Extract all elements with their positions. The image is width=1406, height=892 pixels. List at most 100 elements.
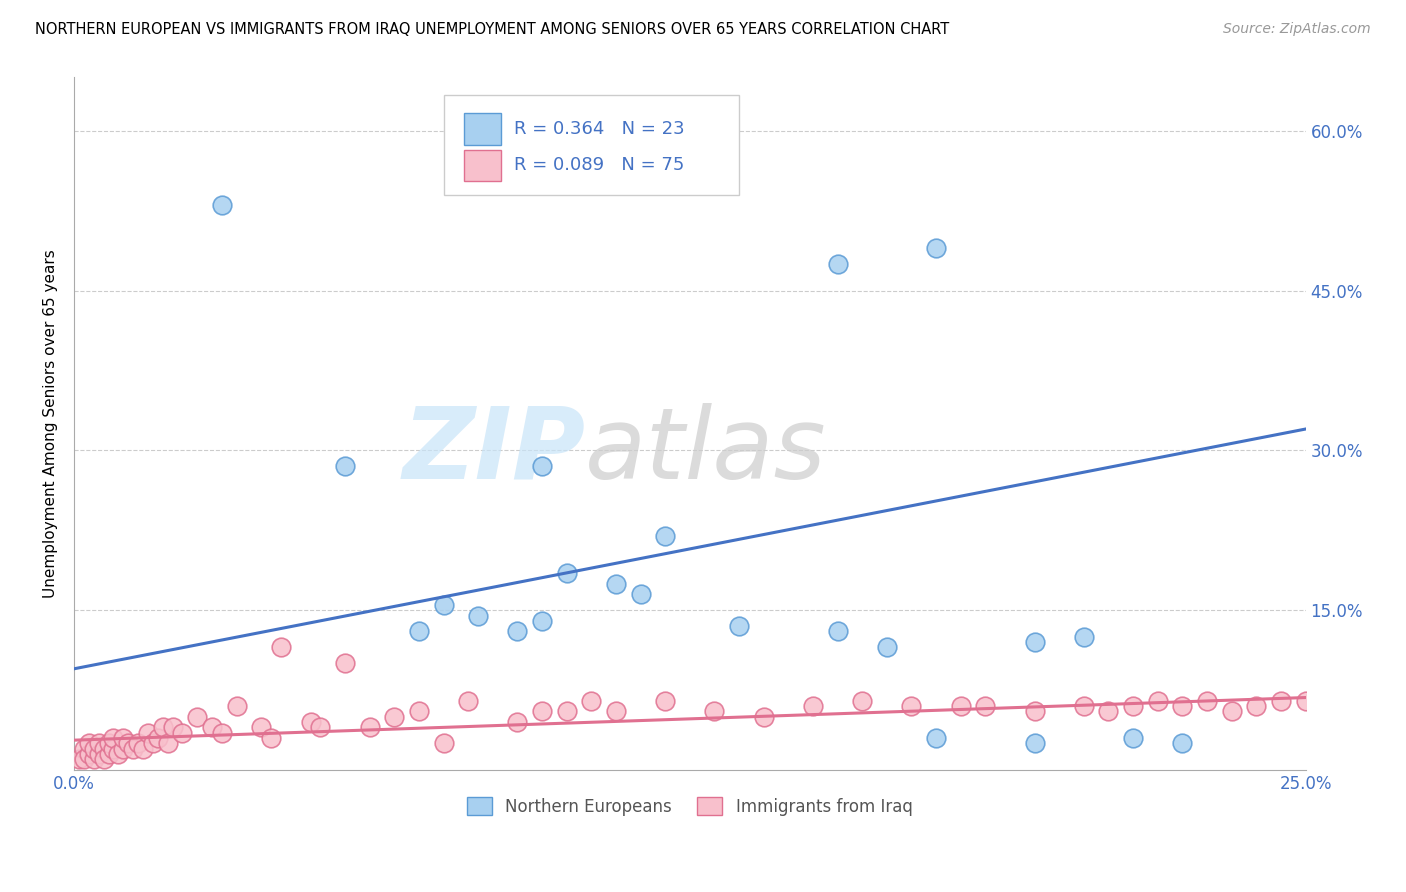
Point [654, 694, 676, 708]
Point [382, 710, 405, 724]
Point [876, 640, 898, 655]
Point [827, 257, 849, 271]
Point [1295, 694, 1317, 708]
Point [1073, 630, 1095, 644]
Point [1146, 694, 1168, 708]
Point [136, 725, 159, 739]
Point [1270, 694, 1292, 708]
Point [531, 614, 554, 628]
Text: Source: ZipAtlas.com: Source: ZipAtlas.com [1223, 22, 1371, 37]
FancyBboxPatch shape [464, 113, 502, 145]
Point [211, 725, 233, 739]
Point [531, 705, 554, 719]
Point [605, 705, 627, 719]
Point [506, 714, 529, 729]
Point [112, 731, 135, 745]
Point [555, 705, 578, 719]
Point [93, 741, 115, 756]
Text: ZIP: ZIP [402, 403, 585, 500]
Point [73, 741, 96, 756]
Legend: Northern Europeans, Immigrants from Iraq: Northern Europeans, Immigrants from Iraq [458, 789, 921, 824]
Text: NORTHERN EUROPEAN VS IMMIGRANTS FROM IRAQ UNEMPLOYMENT AMONG SENIORS OVER 65 YEA: NORTHERN EUROPEAN VS IMMIGRANTS FROM IRA… [35, 22, 949, 37]
Point [801, 699, 824, 714]
Point [974, 699, 997, 714]
Point [605, 576, 627, 591]
Point [83, 752, 105, 766]
Point [146, 731, 169, 745]
Point [1246, 699, 1268, 714]
Point [900, 699, 922, 714]
Point [270, 640, 292, 655]
Point [103, 731, 125, 745]
Point [1024, 705, 1046, 719]
Point [93, 752, 115, 766]
Text: R = 0.089   N = 75: R = 0.089 N = 75 [513, 156, 685, 175]
Point [201, 720, 224, 734]
Point [432, 736, 454, 750]
Point [152, 720, 174, 734]
Point [752, 710, 775, 724]
Point [531, 459, 554, 474]
Point [949, 699, 972, 714]
Point [654, 528, 676, 542]
Point [97, 736, 120, 750]
FancyBboxPatch shape [443, 95, 740, 195]
Point [1171, 699, 1194, 714]
Point [925, 731, 948, 745]
Point [1073, 699, 1095, 714]
Point [630, 587, 652, 601]
Point [333, 459, 356, 474]
Point [97, 747, 120, 761]
Point [172, 725, 194, 739]
Y-axis label: Unemployment Among Seniors over 65 years: Unemployment Among Seniors over 65 years [44, 250, 58, 599]
Point [83, 741, 105, 756]
Point [925, 241, 948, 255]
Point [506, 624, 529, 639]
Point [851, 694, 873, 708]
Point [1220, 705, 1243, 719]
Point [299, 714, 322, 729]
Point [1097, 705, 1119, 719]
Point [87, 747, 110, 761]
Point [103, 741, 125, 756]
Point [309, 720, 332, 734]
Point [77, 747, 100, 761]
Point [211, 198, 233, 212]
Point [122, 741, 145, 756]
Point [467, 608, 489, 623]
Point [73, 752, 96, 766]
Point [827, 624, 849, 639]
Point [132, 741, 155, 756]
Point [432, 598, 454, 612]
Point [1171, 736, 1194, 750]
Point [186, 710, 208, 724]
Point [162, 720, 184, 734]
Point [703, 705, 725, 719]
Point [408, 624, 430, 639]
Point [107, 747, 129, 761]
Point [728, 619, 751, 633]
Point [87, 736, 110, 750]
Point [142, 736, 165, 750]
Point [117, 736, 139, 750]
Point [457, 694, 479, 708]
Point [555, 566, 578, 580]
Text: atlas: atlas [585, 403, 827, 500]
Text: R = 0.364   N = 23: R = 0.364 N = 23 [513, 120, 685, 137]
Point [1122, 731, 1144, 745]
Point [1024, 635, 1046, 649]
Point [77, 736, 100, 750]
Point [581, 694, 603, 708]
Point [156, 736, 179, 750]
Point [359, 720, 381, 734]
FancyBboxPatch shape [464, 150, 502, 181]
Point [1024, 736, 1046, 750]
Point [250, 720, 273, 734]
Point [67, 752, 90, 766]
Point [127, 736, 149, 750]
Point [260, 731, 283, 745]
Point [333, 657, 356, 671]
Point [225, 699, 247, 714]
Point [408, 705, 430, 719]
Point [1122, 699, 1144, 714]
